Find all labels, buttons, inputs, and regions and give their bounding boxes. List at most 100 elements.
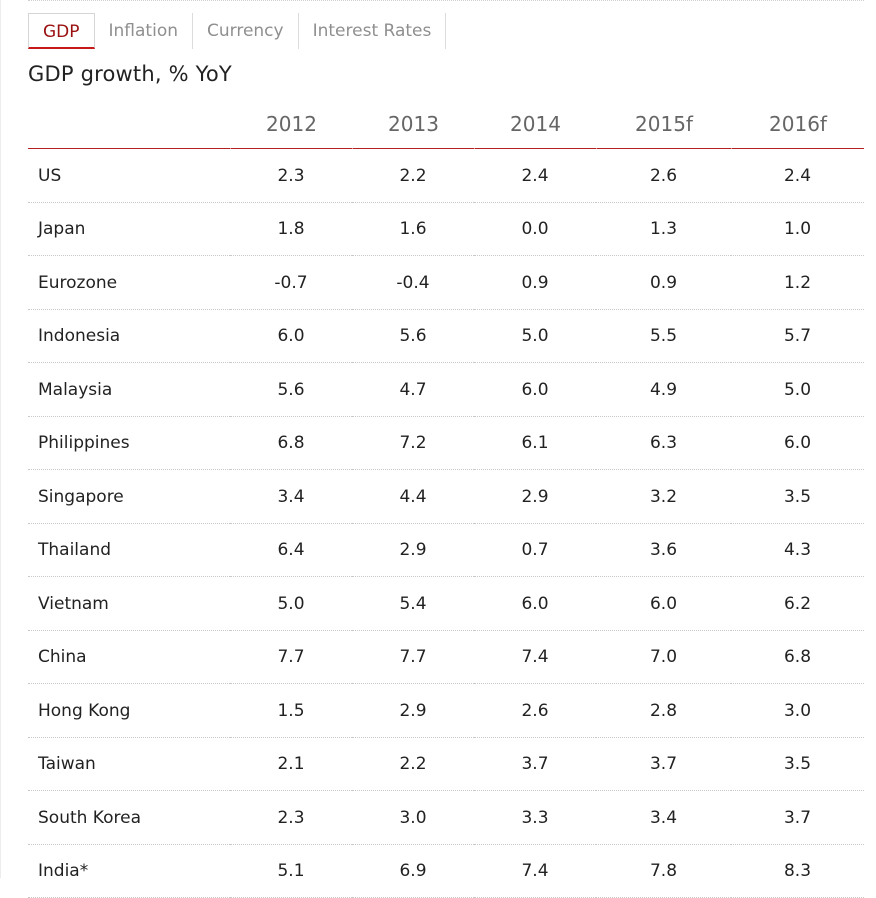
value-cell: 6.0 bbox=[474, 577, 596, 631]
country-cell: Singapore bbox=[28, 470, 230, 524]
country-cell: US bbox=[28, 149, 230, 203]
value-cell: 7.4 bbox=[474, 845, 596, 898]
value-cell: 5.0 bbox=[731, 363, 864, 417]
value-cell: 2.3 bbox=[230, 149, 352, 203]
tab-interest-rates[interactable]: Interest Rates bbox=[299, 13, 447, 49]
value-cell: 1.8 bbox=[230, 203, 352, 257]
country-cell: Hong Kong bbox=[28, 684, 230, 738]
column-header-2014: 2014 bbox=[474, 100, 596, 149]
value-cell: 1.6 bbox=[352, 203, 474, 257]
value-cell: 5.4 bbox=[352, 577, 474, 631]
country-cell: Japan bbox=[28, 203, 230, 257]
value-cell: -0.7 bbox=[230, 256, 352, 310]
value-cell: 0.7 bbox=[474, 524, 596, 578]
value-cell: 4.7 bbox=[352, 363, 474, 417]
value-cell: 5.0 bbox=[230, 577, 352, 631]
value-cell: 3.4 bbox=[230, 470, 352, 524]
country-cell: Vietnam bbox=[28, 577, 230, 631]
country-cell: Philippines bbox=[28, 417, 230, 471]
value-cell: 2.4 bbox=[474, 149, 596, 203]
value-cell: 2.8 bbox=[596, 684, 731, 738]
value-cell: 2.9 bbox=[352, 524, 474, 578]
value-cell: 2.9 bbox=[352, 684, 474, 738]
value-cell: 6.8 bbox=[230, 417, 352, 471]
value-cell: 5.6 bbox=[230, 363, 352, 417]
value-cell: 2.4 bbox=[731, 149, 864, 203]
table-title: GDP growth, % YoY bbox=[28, 62, 232, 86]
country-cell: China bbox=[28, 631, 230, 685]
value-cell: 2.3 bbox=[230, 791, 352, 845]
country-cell: Indonesia bbox=[28, 310, 230, 364]
column-header-2015f: 2015f bbox=[596, 100, 731, 149]
value-cell: 6.0 bbox=[596, 577, 731, 631]
value-cell: 2.6 bbox=[474, 684, 596, 738]
value-cell: 1.5 bbox=[230, 684, 352, 738]
value-cell: 3.0 bbox=[731, 684, 864, 738]
value-cell: 6.0 bbox=[230, 310, 352, 364]
value-cell: 5.1 bbox=[230, 845, 352, 898]
value-cell: 5.6 bbox=[352, 310, 474, 364]
value-cell: 4.9 bbox=[596, 363, 731, 417]
top-divider bbox=[28, 0, 864, 2]
value-cell: 3.6 bbox=[596, 524, 731, 578]
frame-left-border bbox=[0, 0, 1, 878]
value-cell: 7.0 bbox=[596, 631, 731, 685]
value-cell: 2.2 bbox=[352, 738, 474, 792]
value-cell: 2.9 bbox=[474, 470, 596, 524]
value-cell: -0.4 bbox=[352, 256, 474, 310]
value-cell: 5.5 bbox=[596, 310, 731, 364]
column-header-2016f: 2016f bbox=[731, 100, 864, 149]
value-cell: 2.2 bbox=[352, 149, 474, 203]
value-cell: 0.0 bbox=[474, 203, 596, 257]
value-cell: 6.8 bbox=[731, 631, 864, 685]
tab-inflation[interactable]: Inflation bbox=[95, 13, 193, 49]
value-cell: 7.2 bbox=[352, 417, 474, 471]
value-cell: 3.7 bbox=[474, 738, 596, 792]
value-cell: 7.7 bbox=[230, 631, 352, 685]
country-cell: India* bbox=[28, 845, 230, 898]
value-cell: 0.9 bbox=[596, 256, 731, 310]
column-header-2012: 2012 bbox=[230, 100, 352, 149]
value-cell: 5.0 bbox=[474, 310, 596, 364]
value-cell: 3.7 bbox=[596, 738, 731, 792]
value-cell: 6.2 bbox=[731, 577, 864, 631]
column-header-country bbox=[28, 100, 230, 149]
value-cell: 7.7 bbox=[352, 631, 474, 685]
value-cell: 3.4 bbox=[596, 791, 731, 845]
value-cell: 6.3 bbox=[596, 417, 731, 471]
value-cell: 6.0 bbox=[731, 417, 864, 471]
value-cell: 8.3 bbox=[731, 845, 864, 898]
country-cell: South Korea bbox=[28, 791, 230, 845]
value-cell: 7.8 bbox=[596, 845, 731, 898]
tab-bar: GDP Inflation Currency Interest Rates bbox=[28, 13, 446, 49]
value-cell: 1.0 bbox=[731, 203, 864, 257]
value-cell: 7.4 bbox=[474, 631, 596, 685]
value-cell: 6.4 bbox=[230, 524, 352, 578]
tab-currency[interactable]: Currency bbox=[193, 13, 299, 49]
value-cell: 3.0 bbox=[352, 791, 474, 845]
tab-gdp[interactable]: GDP bbox=[28, 13, 95, 49]
country-cell: Taiwan bbox=[28, 738, 230, 792]
header-row: 2012 2013 2014 2015f 2016f bbox=[28, 100, 864, 149]
value-cell: 3.7 bbox=[731, 791, 864, 845]
value-cell: 1.2 bbox=[731, 256, 864, 310]
value-cell: 6.1 bbox=[474, 417, 596, 471]
column-header-2013: 2013 bbox=[352, 100, 474, 149]
value-cell: 1.3 bbox=[596, 203, 731, 257]
value-cell: 3.3 bbox=[474, 791, 596, 845]
